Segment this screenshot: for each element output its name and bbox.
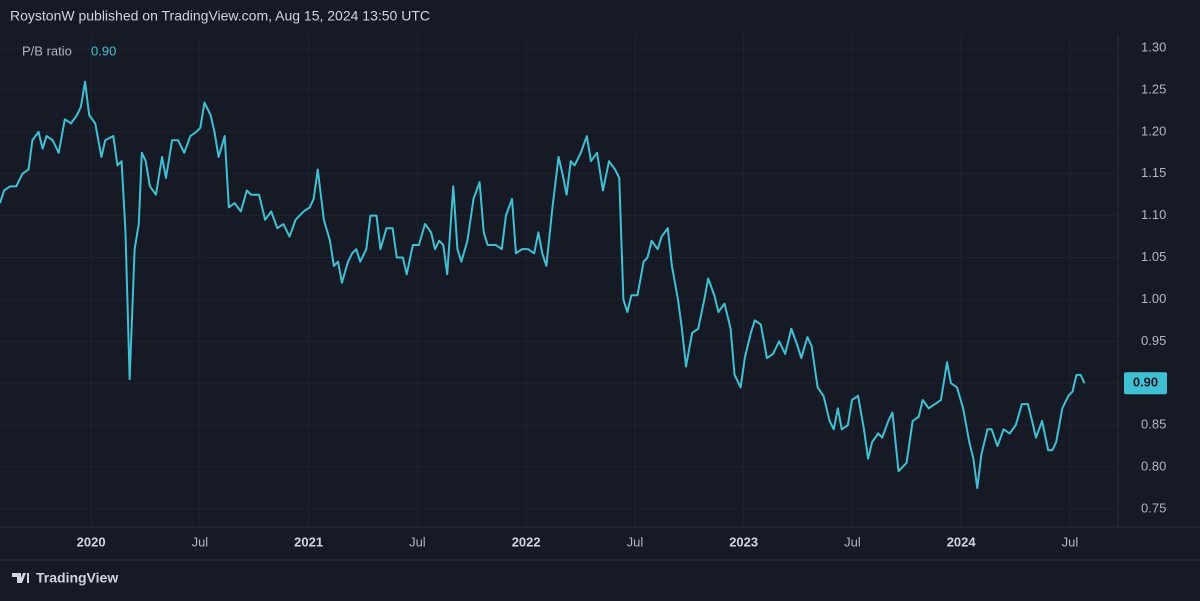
logo-icon [12, 573, 29, 583]
y-tick-label: 1.10 [1141, 207, 1166, 222]
y-tick-label: 1.25 [1141, 81, 1166, 96]
y-tick-label: 1.20 [1141, 123, 1166, 138]
brand-logo: TradingView [12, 570, 118, 586]
y-tick-label: 1.05 [1141, 249, 1166, 264]
y-tick-label: 0.95 [1141, 333, 1166, 348]
x-tick-label: 2023 [729, 534, 758, 549]
y-tick-label: 0.85 [1141, 417, 1166, 432]
y-tick-label: 1.00 [1141, 291, 1166, 306]
y-tick-label: 1.15 [1141, 165, 1166, 180]
price-tag-label: 0.90 [1133, 375, 1158, 390]
x-tick-label: 2024 [947, 534, 977, 549]
x-tick-label: 2021 [294, 534, 323, 549]
y-tick-label: 1.30 [1141, 40, 1166, 55]
header-title: RoystonW published on TradingView.com, A… [10, 8, 430, 24]
x-tick-label: 2020 [77, 534, 106, 549]
x-tick-label: Jul [192, 534, 209, 549]
x-tick-label: Jul [627, 534, 644, 549]
price-tag [1124, 372, 1167, 395]
x-tick-label: Jul [1062, 534, 1079, 549]
x-tick-label: Jul [409, 534, 426, 549]
y-tick-label: 0.75 [1141, 500, 1166, 515]
y-tick-label: 0.80 [1141, 458, 1166, 473]
legend-name: P/B ratio [22, 43, 72, 58]
x-tick-label: 2022 [512, 534, 541, 549]
line [0, 80, 1086, 489]
grid [0, 35, 1118, 527]
brand-name: TradingView [36, 570, 118, 586]
x-tick-label: Jul [844, 534, 861, 549]
legend-value: 0.90 [91, 43, 116, 58]
